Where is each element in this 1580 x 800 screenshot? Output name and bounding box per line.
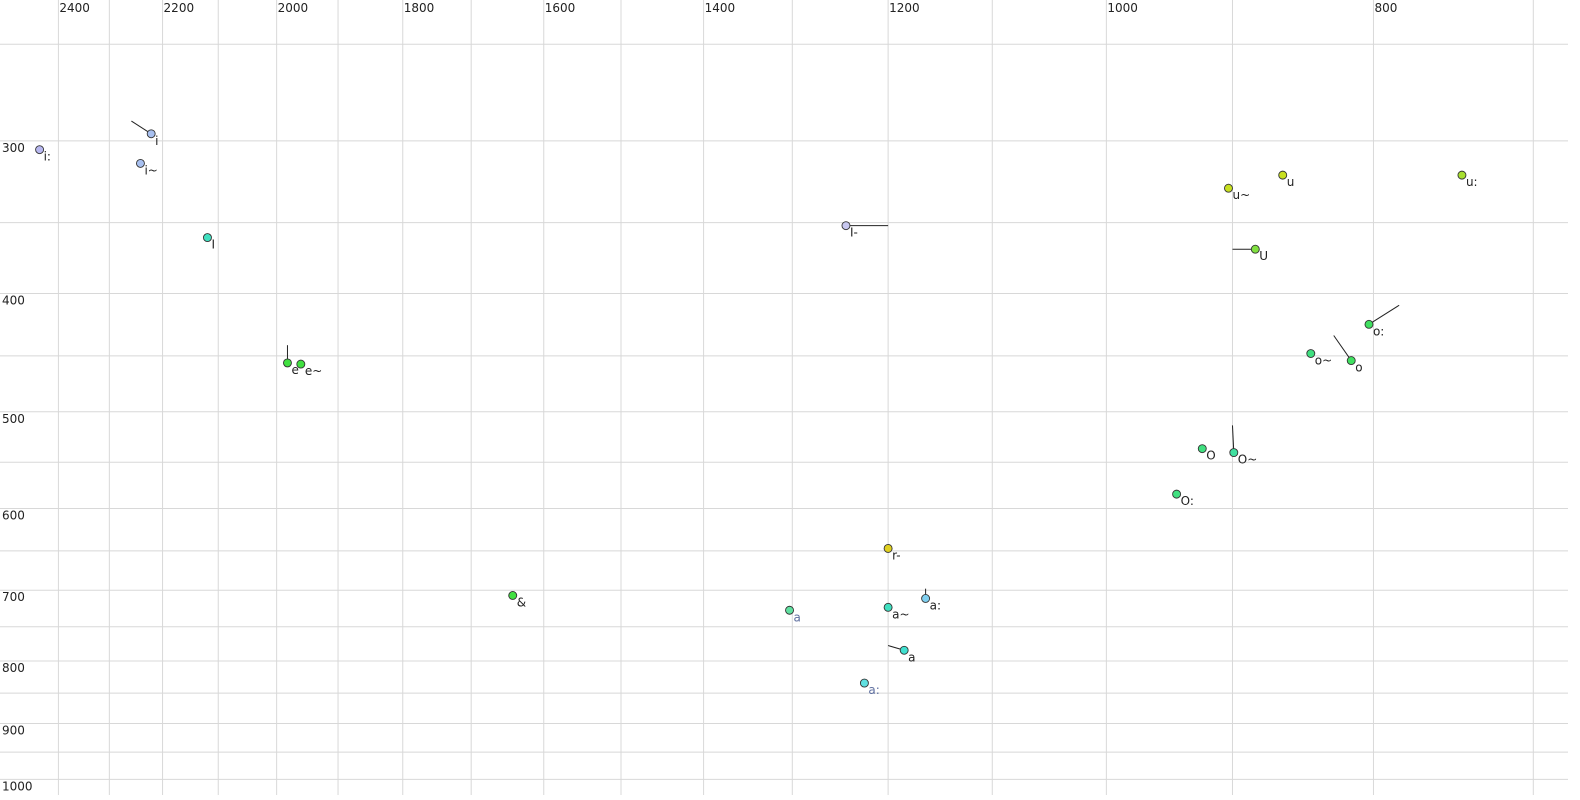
vowel-label: a: [930, 598, 941, 612]
vowel-point [1197, 444, 1207, 454]
vowel-point [859, 678, 869, 688]
vowel-point [136, 158, 145, 168]
vowel-label: a [794, 610, 801, 624]
vowel-point [283, 358, 292, 368]
vowel-point [1224, 183, 1233, 193]
x-tick-label: 800 [1374, 1, 1397, 15]
vowel-label: I [211, 238, 215, 252]
vowel-label: a~ [892, 607, 909, 621]
vowel-label: i: [44, 150, 51, 164]
y-tick-label: 800 [2, 661, 25, 675]
vowel-label: i~ [144, 163, 157, 177]
vowel-point [1172, 489, 1182, 499]
vowel-label: u: [1466, 175, 1478, 189]
vowel-point [899, 645, 909, 655]
trajectory [1231, 425, 1235, 453]
vowel-point [35, 145, 45, 155]
vowel-label: u [1287, 175, 1295, 189]
vowel-point [1229, 448, 1239, 458]
trajectory [1333, 335, 1352, 361]
vowel-point [1250, 244, 1260, 254]
vowel-point [203, 233, 212, 243]
y-tick-label: 500 [2, 412, 25, 426]
vowel-point [146, 129, 156, 139]
vowel-point [1346, 356, 1356, 366]
vowel-point [883, 602, 893, 612]
vowel-label: e [291, 363, 298, 377]
y-tick-label: 300 [2, 141, 25, 155]
x-tick-label: 1000 [1107, 1, 1138, 15]
vowel-label: U [1259, 249, 1268, 263]
vowel-label: i [155, 134, 158, 148]
vowel-label: u~ [1232, 188, 1250, 202]
x-tick-label: 2200 [164, 1, 195, 15]
vowel-label: I- [850, 226, 858, 240]
vowel-point [785, 605, 794, 615]
vowel-point [921, 594, 931, 603]
x-tick-label: 2400 [59, 1, 90, 15]
x-tick-label: 1200 [889, 1, 920, 15]
trajectory [1368, 304, 1400, 325]
y-tick-label: 900 [2, 723, 25, 737]
y-tick-label: 1000 [2, 779, 33, 793]
vowel-label: O [1206, 449, 1215, 463]
vowel-label: a: [868, 683, 879, 697]
x-tick-label: 2000 [278, 1, 309, 15]
vowel-label: e~ [305, 364, 322, 378]
vowel-point [1457, 170, 1467, 180]
vowel-label: o~ [1315, 354, 1332, 368]
vowel-label: o [1355, 361, 1362, 375]
vowel-point [1278, 170, 1288, 180]
vowel-label: r- [892, 548, 901, 562]
vowel-label: & [517, 595, 526, 609]
vowel-point [841, 221, 851, 231]
y-tick-label: 600 [2, 508, 25, 522]
x-tick-label: 1400 [705, 1, 736, 15]
vowel-point [1364, 319, 1374, 329]
y-tick-label: 400 [2, 293, 25, 307]
vowel-label: O: [1181, 494, 1194, 508]
x-tick-label: 1800 [404, 1, 435, 15]
y-tick-label: 700 [2, 590, 25, 604]
vowel-point [296, 359, 306, 369]
vowel-label: o: [1373, 324, 1384, 338]
vowel-point [1306, 349, 1316, 358]
vowel-label: O~ [1238, 453, 1258, 467]
x-tick-label: 1600 [545, 1, 576, 15]
vowel-point [508, 591, 518, 600]
vowel-point [883, 543, 893, 553]
vowel-label: a [908, 650, 915, 664]
